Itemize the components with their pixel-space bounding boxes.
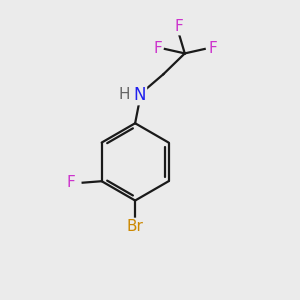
Text: F: F — [208, 41, 217, 56]
Text: F: F — [175, 19, 183, 34]
Text: Br: Br — [127, 219, 144, 234]
Text: N: N — [133, 86, 146, 104]
Text: H: H — [118, 87, 130, 102]
Text: F: F — [153, 41, 162, 56]
Text: F: F — [67, 175, 76, 190]
